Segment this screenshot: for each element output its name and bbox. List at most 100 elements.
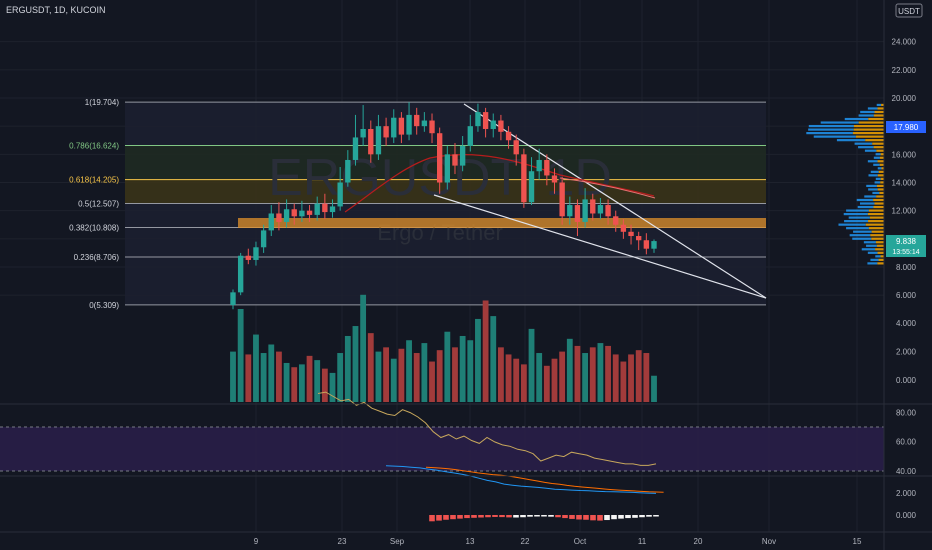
volume-bar[interactable]: [597, 343, 604, 402]
volume-bar[interactable]: [620, 361, 627, 402]
volume-bar[interactable]: [628, 354, 634, 402]
macd-histogram-bar[interactable]: [492, 515, 498, 517]
candle[interactable]: [498, 120, 504, 132]
volume-bar[interactable]: [543, 365, 550, 402]
volume-bar[interactable]: [390, 358, 397, 402]
candle[interactable]: [368, 128, 374, 155]
candle[interactable]: [276, 213, 282, 222]
candle[interactable]: [406, 114, 412, 135]
candle[interactable]: [306, 210, 313, 215]
macd-histogram-bar[interactable]: [457, 515, 463, 519]
candle[interactable]: [291, 209, 297, 217]
signal-line[interactable]: [425, 466, 664, 493]
candle[interactable]: [482, 112, 489, 129]
volume-bar[interactable]: [314, 360, 321, 402]
macd-histogram-bar[interactable]: [555, 515, 561, 518]
candle[interactable]: [536, 159, 542, 172]
volume-bar[interactable]: [329, 372, 336, 402]
candle[interactable]: [414, 114, 420, 127]
candle[interactable]: [490, 120, 496, 129]
candle[interactable]: [590, 199, 596, 214]
volume-bar[interactable]: [635, 350, 642, 402]
candle[interactable]: [513, 140, 519, 155]
volume-bar[interactable]: [230, 351, 236, 402]
macd-histogram-bar[interactable]: [527, 515, 533, 517]
macd-histogram-bar[interactable]: [653, 515, 659, 517]
volume-bar[interactable]: [367, 333, 374, 402]
macd-histogram-bar[interactable]: [590, 515, 596, 521]
volume-bar[interactable]: [444, 331, 451, 402]
candle[interactable]: [436, 133, 443, 183]
candle[interactable]: [567, 205, 573, 217]
volume-bar[interactable]: [520, 364, 527, 402]
macd-histogram-bar[interactable]: [450, 515, 456, 520]
macd-histogram-bar[interactable]: [513, 515, 519, 518]
macd-histogram-bar[interactable]: [436, 515, 442, 521]
candle[interactable]: [260, 230, 267, 248]
volume-bar[interactable]: [291, 367, 298, 402]
volume-bar[interactable]: [643, 353, 650, 402]
candle[interactable]: [314, 203, 320, 215]
volume-bar[interactable]: [475, 318, 481, 402]
macd-histogram-bar[interactable]: [506, 515, 512, 518]
candle[interactable]: [283, 209, 290, 222]
candle[interactable]: [375, 126, 382, 155]
candle[interactable]: [444, 154, 451, 183]
lower-trendline[interactable]: [433, 194, 767, 299]
volume-bar[interactable]: [482, 300, 489, 402]
volume-bar[interactable]: [298, 364, 305, 402]
candle[interactable]: [582, 199, 588, 222]
volume-bar[interactable]: [260, 353, 267, 402]
macd-line[interactable]: [385, 465, 657, 494]
candle[interactable]: [643, 240, 650, 249]
volume-bar[interactable]: [429, 361, 435, 402]
volume-bar[interactable]: [589, 347, 596, 402]
volume-bar[interactable]: [237, 309, 244, 402]
candle[interactable]: [429, 120, 435, 134]
volume-bar[interactable]: [283, 362, 290, 402]
volume-bar[interactable]: [360, 294, 367, 402]
volume-bar[interactable]: [551, 358, 558, 402]
volume-bar[interactable]: [467, 340, 474, 402]
symbol-title[interactable]: ERGUSDT, 1D, KUCOIN: [6, 5, 106, 15]
candle[interactable]: [337, 182, 343, 207]
volume-bar[interactable]: [268, 344, 275, 403]
volume-bar[interactable]: [490, 316, 497, 402]
volume-bar[interactable]: [566, 338, 573, 402]
volume-bar[interactable]: [513, 358, 520, 402]
macd-histogram-bar[interactable]: [443, 515, 449, 520]
volume-bar[interactable]: [276, 351, 282, 402]
macd-histogram-bar[interactable]: [534, 515, 540, 517]
volume-bar[interactable]: [498, 347, 504, 402]
volume-bar[interactable]: [383, 347, 389, 402]
macd-histogram-bar[interactable]: [604, 515, 610, 521]
candle[interactable]: [452, 154, 458, 166]
macd-histogram-bar[interactable]: [618, 515, 624, 519]
volume-bar[interactable]: [306, 355, 313, 402]
volume-bar[interactable]: [452, 347, 458, 402]
candle[interactable]: [605, 205, 611, 217]
macd-histogram-bar[interactable]: [471, 515, 477, 518]
macd-histogram-bar[interactable]: [646, 515, 652, 517]
volume-bar[interactable]: [253, 334, 259, 402]
candle[interactable]: [268, 213, 274, 231]
volume-bar[interactable]: [605, 345, 611, 402]
candle[interactable]: [237, 255, 244, 293]
volume-bar[interactable]: [352, 326, 359, 402]
candle[interactable]: [505, 131, 512, 141]
candle[interactable]: [421, 120, 428, 127]
candle[interactable]: [352, 137, 359, 160]
macd-histogram-bar[interactable]: [478, 515, 484, 518]
candle[interactable]: [597, 205, 604, 214]
candle[interactable]: [559, 182, 565, 217]
macd-histogram-bar[interactable]: [541, 515, 547, 517]
volume-bar[interactable]: [574, 345, 581, 402]
moving-average-red[interactable]: [344, 154, 655, 213]
volume-bar[interactable]: [582, 353, 589, 402]
macd-histogram-bar[interactable]: [576, 515, 582, 520]
candle[interactable]: [459, 145, 466, 166]
volume-bar[interactable]: [559, 351, 566, 402]
candle[interactable]: [528, 171, 535, 203]
candle[interactable]: [475, 112, 481, 127]
candle[interactable]: [467, 126, 473, 146]
